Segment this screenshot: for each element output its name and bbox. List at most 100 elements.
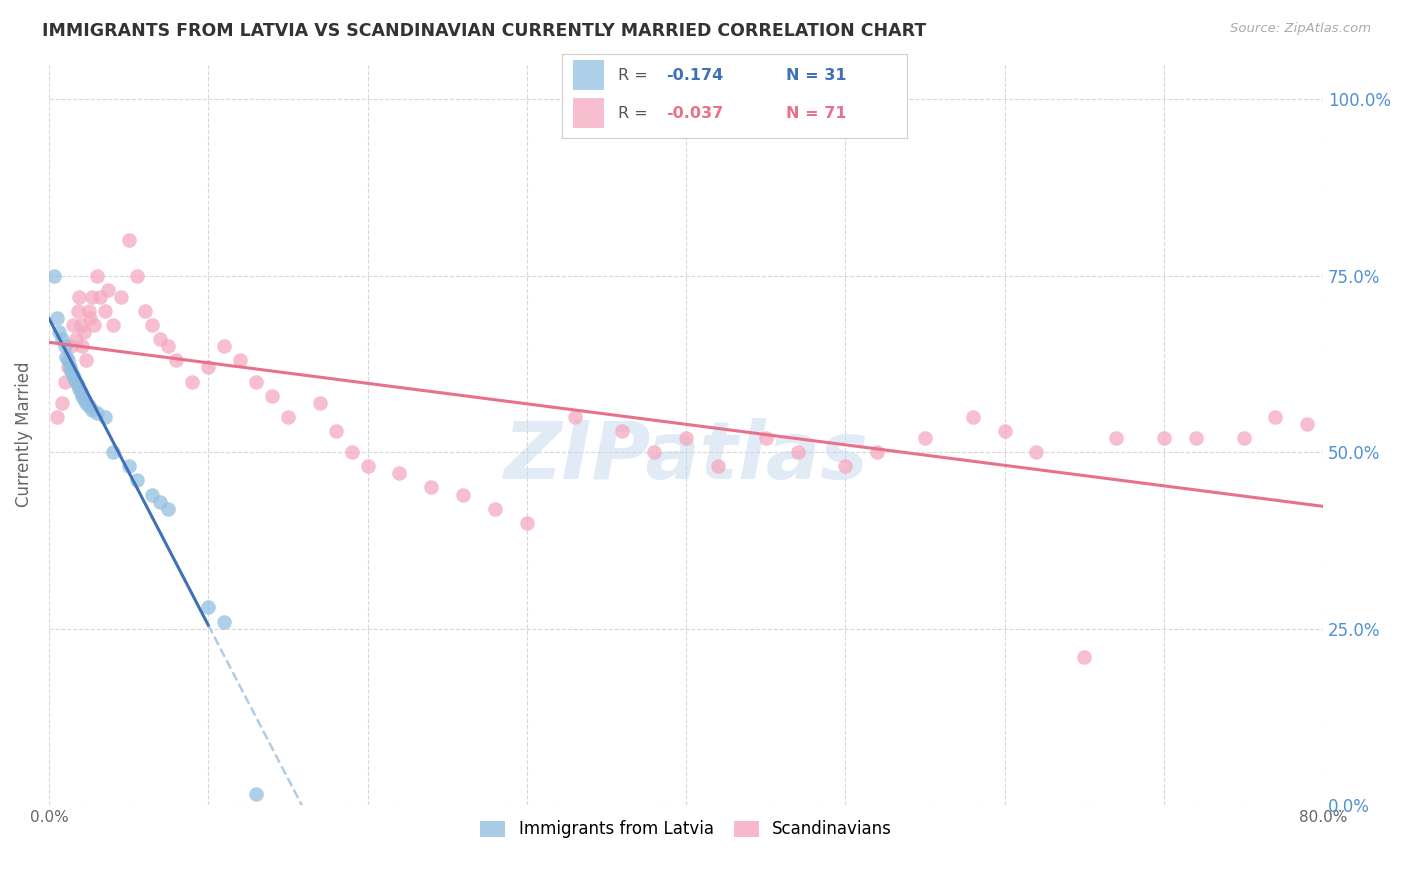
Point <box>66 304 89 318</box>
Point <box>914 431 936 445</box>
Point <box>277 409 299 424</box>
Point <box>42 268 65 283</box>
Point <box>1025 445 1047 459</box>
Point <box>197 360 219 375</box>
Point <box>86 268 108 283</box>
Point <box>834 459 856 474</box>
Point <box>80 402 103 417</box>
Point <box>65 375 87 389</box>
Point <box>325 424 347 438</box>
Point <box>63 371 86 385</box>
Point <box>1264 409 1286 424</box>
Point <box>212 339 235 353</box>
Point <box>755 431 778 445</box>
Point <box>229 353 252 368</box>
Point <box>77 400 100 414</box>
Point <box>340 445 363 459</box>
Point <box>48 325 70 339</box>
Point <box>165 353 187 368</box>
Point <box>89 290 111 304</box>
Point <box>110 290 132 304</box>
Point <box>101 318 124 333</box>
Point <box>451 487 474 501</box>
Point <box>53 375 76 389</box>
Legend: Immigrants from Latvia, Scandinavians: Immigrants from Latvia, Scandinavians <box>474 814 898 845</box>
Text: -0.174: -0.174 <box>666 68 723 83</box>
Point <box>197 600 219 615</box>
Point <box>62 318 84 333</box>
Point <box>260 389 283 403</box>
Point <box>1232 431 1254 445</box>
Point <box>484 501 506 516</box>
Point <box>101 445 124 459</box>
Point <box>141 487 163 501</box>
Point <box>69 318 91 333</box>
Point <box>866 445 889 459</box>
Point <box>56 360 79 375</box>
Point <box>51 396 73 410</box>
Point <box>77 304 100 318</box>
Point <box>73 325 96 339</box>
Point <box>73 392 96 407</box>
Point <box>97 283 120 297</box>
Point <box>117 234 139 248</box>
Point <box>66 378 89 392</box>
Point <box>141 318 163 333</box>
Point <box>59 360 82 375</box>
Text: IMMIGRANTS FROM LATVIA VS SCANDINAVIAN CURRENTLY MARRIED CORRELATION CHART: IMMIGRANTS FROM LATVIA VS SCANDINAVIAN C… <box>42 22 927 40</box>
Point <box>72 389 94 403</box>
Point <box>245 788 267 802</box>
Point <box>962 409 984 424</box>
Point <box>157 501 180 516</box>
Point <box>60 339 83 353</box>
Point <box>707 459 730 474</box>
Point <box>643 445 665 459</box>
Point <box>80 290 103 304</box>
Text: Source: ZipAtlas.com: Source: ZipAtlas.com <box>1230 22 1371 36</box>
Text: R =: R = <box>617 68 652 83</box>
Text: ZIPatlas: ZIPatlas <box>503 417 869 496</box>
Point <box>149 494 172 508</box>
Point <box>157 339 180 353</box>
Point <box>67 382 90 396</box>
Text: -0.037: -0.037 <box>666 106 723 120</box>
Point <box>69 385 91 400</box>
Bar <box>572 61 603 90</box>
Point <box>72 339 94 353</box>
Point <box>67 290 90 304</box>
Point <box>75 396 97 410</box>
Point <box>564 409 586 424</box>
Point <box>79 311 101 326</box>
Point <box>134 304 156 318</box>
Text: N = 31: N = 31 <box>786 68 846 83</box>
Point <box>308 396 330 410</box>
Point <box>125 474 148 488</box>
Point <box>994 424 1017 438</box>
Point <box>420 480 443 494</box>
Text: R =: R = <box>617 106 652 120</box>
Point <box>117 459 139 474</box>
Point <box>181 375 204 389</box>
Point <box>75 353 97 368</box>
Point <box>60 364 83 378</box>
Point <box>93 304 115 318</box>
Y-axis label: Currently Married: Currently Married <box>15 362 32 508</box>
Point <box>516 516 538 530</box>
Point <box>388 467 411 481</box>
Point <box>65 332 87 346</box>
Point <box>245 375 267 389</box>
Point <box>83 318 105 333</box>
Bar <box>572 98 603 128</box>
Point <box>149 332 172 346</box>
Point <box>786 445 808 459</box>
Point <box>675 431 697 445</box>
Point <box>45 409 67 424</box>
Point <box>53 339 76 353</box>
Point <box>1153 431 1175 445</box>
Point <box>86 406 108 420</box>
Point <box>612 424 634 438</box>
Point <box>1073 649 1095 664</box>
Point <box>45 311 67 326</box>
Point <box>125 268 148 283</box>
Point <box>56 353 79 368</box>
